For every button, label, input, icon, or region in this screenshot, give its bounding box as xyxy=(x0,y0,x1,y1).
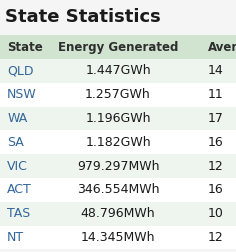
Text: 17: 17 xyxy=(208,112,223,125)
Text: WA: WA xyxy=(7,112,27,125)
Text: 979.297MWh: 979.297MWh xyxy=(77,160,159,173)
Text: State: State xyxy=(7,41,43,54)
Bar xyxy=(0,178,236,202)
Text: 48.796MWh: 48.796MWh xyxy=(81,207,155,220)
Text: SA: SA xyxy=(7,136,24,149)
Text: 14.345MWh: 14.345MWh xyxy=(81,231,155,244)
Bar xyxy=(0,202,236,226)
Text: 12: 12 xyxy=(208,231,223,244)
Text: 1.447GWh: 1.447GWh xyxy=(85,65,151,77)
Text: 1.196GWh: 1.196GWh xyxy=(85,112,151,125)
Text: 346.554MWh: 346.554MWh xyxy=(77,183,159,197)
Text: QLD: QLD xyxy=(7,65,34,77)
Text: Averag: Averag xyxy=(208,41,236,54)
Bar xyxy=(0,107,236,131)
Text: State Statistics: State Statistics xyxy=(5,8,160,25)
Text: NT: NT xyxy=(7,231,24,244)
Text: 1.182GWh: 1.182GWh xyxy=(85,136,151,149)
Bar xyxy=(0,154,236,178)
Text: ACT: ACT xyxy=(7,183,32,197)
Text: 1.257GWh: 1.257GWh xyxy=(85,88,151,101)
Text: 12: 12 xyxy=(208,160,223,173)
Text: TAS: TAS xyxy=(7,207,30,220)
Bar xyxy=(0,59,236,83)
Text: 14: 14 xyxy=(208,65,223,77)
Bar xyxy=(0,83,236,107)
Text: 16: 16 xyxy=(208,183,223,197)
Bar xyxy=(0,226,236,249)
Text: 10: 10 xyxy=(208,207,223,220)
Text: NSW: NSW xyxy=(7,88,37,101)
Text: VIC: VIC xyxy=(7,160,28,173)
Text: 16: 16 xyxy=(208,136,223,149)
Bar xyxy=(0,131,236,154)
Text: Energy Generated: Energy Generated xyxy=(58,41,178,54)
Text: 11: 11 xyxy=(208,88,223,101)
Bar xyxy=(0,35,236,59)
